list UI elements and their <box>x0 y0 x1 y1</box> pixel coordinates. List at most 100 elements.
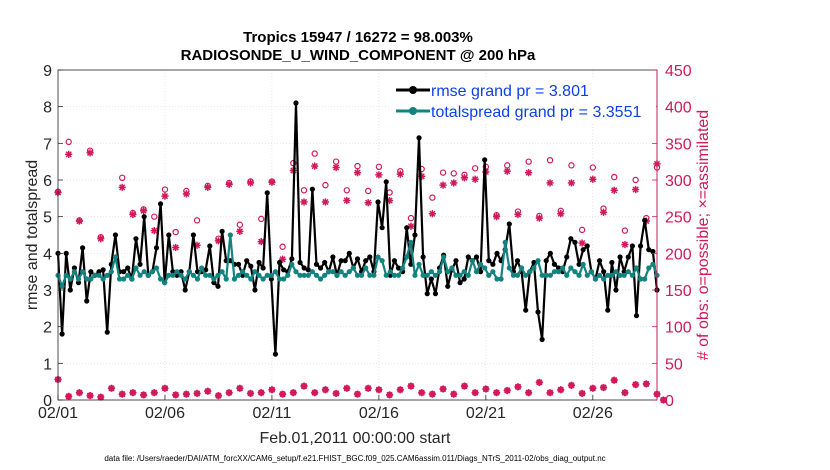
spread-point <box>285 272 291 278</box>
rmse-point <box>256 259 262 266</box>
obs-low-assimilated-marker <box>86 392 94 400</box>
spread-point <box>473 269 480 275</box>
spread-point <box>596 272 603 278</box>
obs-assimilated-stroke <box>482 385 489 393</box>
obs-possible-marker <box>375 163 383 170</box>
spread-point <box>153 265 160 271</box>
spread-point <box>330 269 336 275</box>
spread-point <box>490 269 496 275</box>
spread-point <box>375 254 381 260</box>
obs-assimilated-marker <box>450 179 458 187</box>
rmse-point <box>272 351 279 357</box>
obs-assimilated-stroke <box>268 386 276 393</box>
obs-assimilated-marker <box>332 163 340 172</box>
spread-point <box>461 269 467 275</box>
rmse-point <box>190 232 196 238</box>
spread-point <box>502 239 508 245</box>
obs-low-assimilated-marker <box>268 386 276 394</box>
obs-assimilated-marker <box>396 170 404 178</box>
spread-point <box>75 276 82 282</box>
obs-assimilated-stroke <box>311 162 318 170</box>
spread-point <box>162 280 168 286</box>
spread-point <box>338 269 344 275</box>
spread-point <box>646 265 652 271</box>
obs-low-assimilated-marker <box>567 381 576 389</box>
obs-assimilated-stroke <box>472 389 479 396</box>
spread-point <box>227 232 233 238</box>
legend-spread-label: totalspread grand pr = 3.3551 <box>431 104 641 121</box>
obs-assimilated-marker <box>182 190 190 198</box>
rmse-point <box>309 186 315 192</box>
obs-assimilated-stroke <box>300 198 308 206</box>
rmse-point <box>207 243 213 249</box>
obs-low-assimilated-marker <box>107 384 116 392</box>
y-tick-label: 9 <box>43 63 52 80</box>
obs-assimilated-stroke <box>632 186 639 193</box>
obs-assimilated-marker <box>257 238 265 246</box>
x-tick-label: 02/11 <box>252 405 291 422</box>
obs-assimilated-marker <box>161 192 169 200</box>
chart-subtitle: RADIOSONDE_U_WIND_COMPONENT @ 200 hPa <box>181 47 536 64</box>
obs-possible-marker <box>322 181 329 189</box>
obs-possible-marker <box>407 214 415 222</box>
obs-assimilated-stroke <box>493 213 500 220</box>
rmse-point <box>301 265 307 271</box>
spread-point <box>395 272 402 278</box>
obs-assimilated-marker <box>578 239 586 247</box>
spread-point <box>293 269 299 275</box>
series-layer <box>55 100 660 357</box>
spread-point <box>297 272 303 278</box>
obs-assimilated-stroke <box>354 391 361 398</box>
rmse-point <box>432 291 439 297</box>
obs-possible-marker <box>450 170 457 177</box>
obs-assimilated-stroke <box>439 385 447 393</box>
spread-point <box>272 269 279 275</box>
obs-assimilated-stroke <box>568 179 575 187</box>
obs-assimilated-marker <box>268 178 276 186</box>
obs-possible-marker <box>611 173 618 181</box>
obs-assimilated-stroke <box>86 149 94 156</box>
spread-point <box>555 269 562 275</box>
obs-low-assimilated-marker <box>225 389 233 397</box>
obs-assimilated-stroke <box>215 237 222 244</box>
rmse-point <box>346 250 352 256</box>
rmse-point <box>59 331 65 337</box>
spread-point <box>613 269 619 275</box>
rmse-point <box>465 254 471 260</box>
obs-low-assimilated-marker <box>659 396 668 404</box>
obs-assimilated-stroke <box>589 176 596 183</box>
obs-assimilated-stroke <box>290 389 297 396</box>
obs-assimilated-stroke <box>193 390 201 397</box>
spread-point <box>539 272 545 278</box>
obs-assimilated-stroke <box>579 239 586 247</box>
spread-point <box>309 269 315 275</box>
obs-assimilated-marker <box>65 150 73 158</box>
obs-assimilated-marker <box>589 175 597 183</box>
obs-low-assimilated-marker <box>321 386 330 394</box>
obs-assimilated-stroke <box>375 386 383 393</box>
spread-point <box>465 272 471 278</box>
rmse-point <box>601 269 607 275</box>
spread-point <box>145 272 151 278</box>
obs-possible-marker <box>471 165 479 172</box>
spread-point <box>108 269 114 275</box>
obs-assimilated-stroke <box>536 215 543 222</box>
spread-point <box>104 272 110 278</box>
obs-assimilated-stroke <box>247 390 254 397</box>
spread-point <box>198 265 205 271</box>
obs-assimilated-stroke <box>557 386 564 393</box>
spread-point <box>235 272 242 278</box>
obs-assimilated-stroke <box>76 217 83 225</box>
rmse-point <box>420 254 426 260</box>
spread-point <box>289 261 295 267</box>
obs-assimilated-stroke <box>151 389 158 396</box>
rmse-point <box>157 201 164 207</box>
spread-point <box>223 276 229 282</box>
spread-point <box>486 272 492 278</box>
obs-assimilated-stroke <box>204 184 211 191</box>
obs-possible-marker <box>343 187 351 194</box>
spread-point <box>506 265 512 271</box>
obs-low-assimilated-marker <box>610 376 618 384</box>
legend: rmse grand pr = 3.801 totalspread grand … <box>390 78 656 122</box>
obs-low-assimilated-marker <box>204 387 212 395</box>
